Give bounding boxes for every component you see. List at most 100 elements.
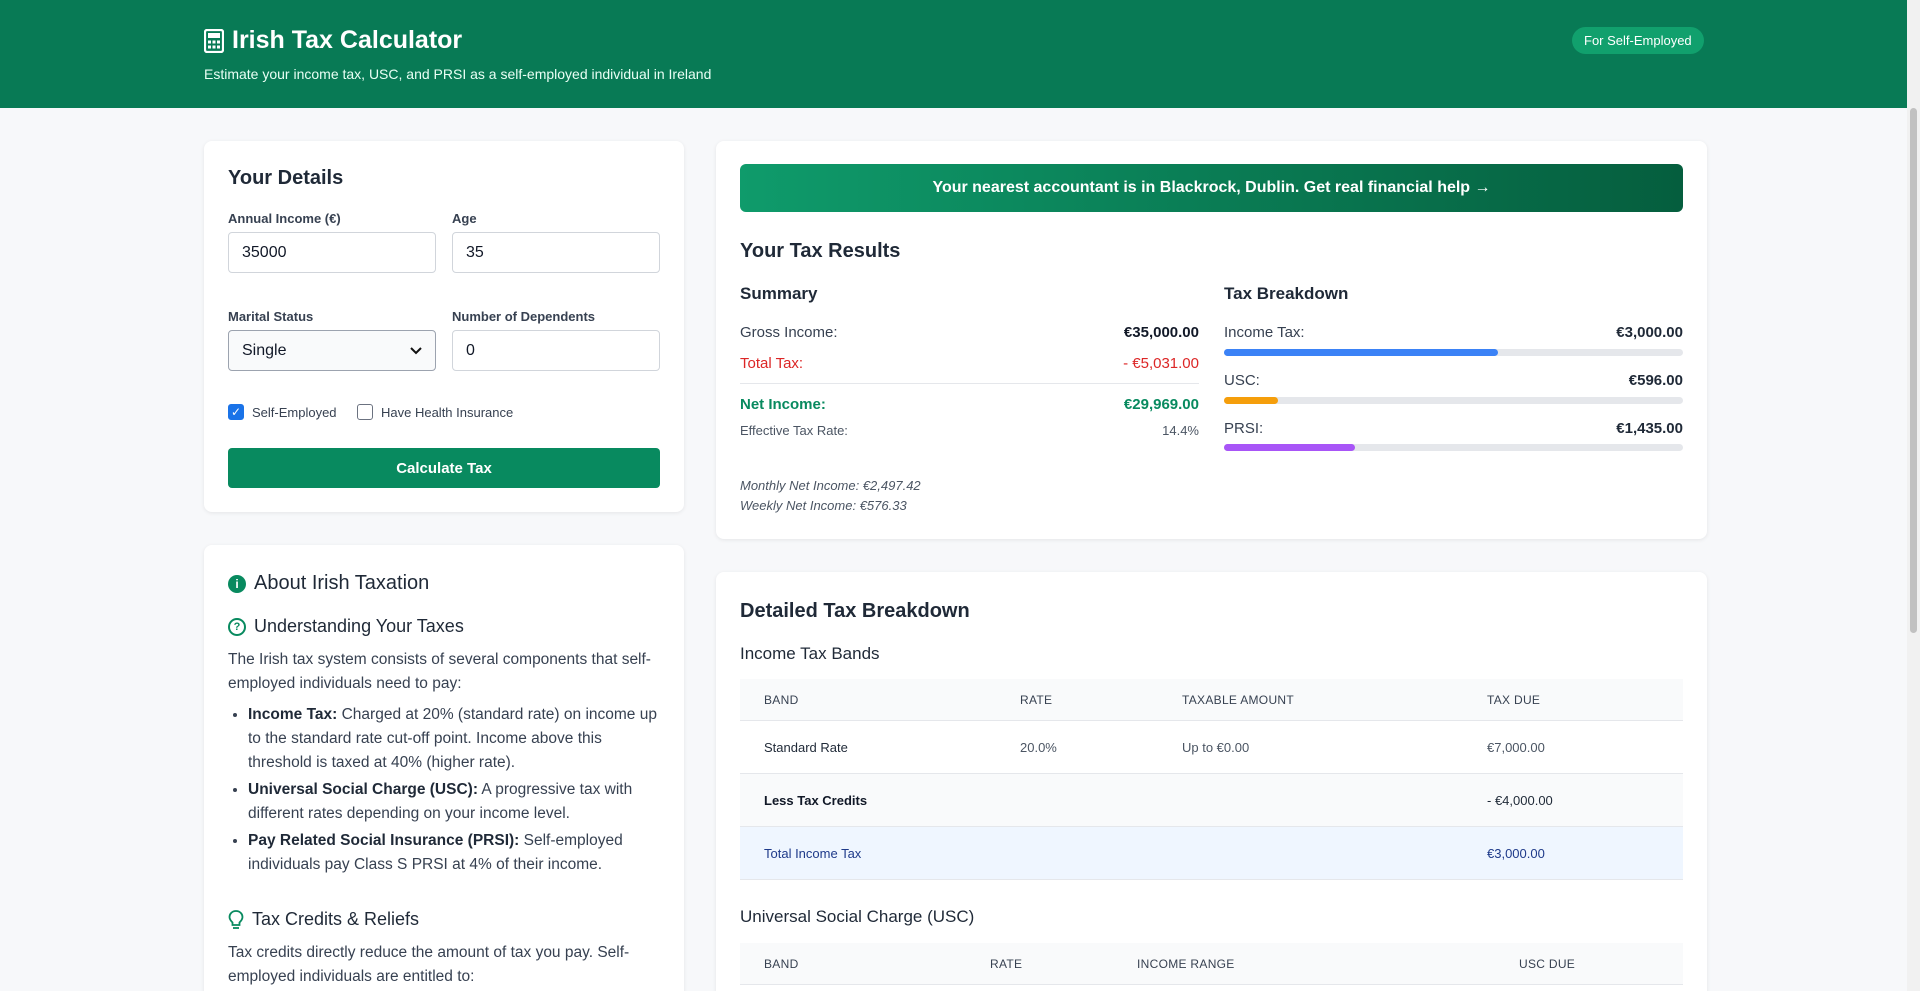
income-input[interactable]: 35000 <box>228 232 436 273</box>
table-header-row: BAND RATE INCOME RANGE USC DUE <box>740 943 1683 985</box>
effective-rate-label: Effective Tax Rate: <box>740 423 848 438</box>
list-item: Pay Related Social Insurance (PRSI): Sel… <box>248 829 668 877</box>
column-header: TAX DUE <box>1487 692 1541 707</box>
table-row: Less Tax Credits - €4,000.00 <box>740 774 1683 827</box>
calculator-icon <box>204 28 224 53</box>
detailed-title: Detailed Tax Breakdown <box>740 600 970 622</box>
chevron-down-icon <box>410 346 422 354</box>
total-tax-label: Total Tax: <box>740 355 804 372</box>
gross-income-label: Gross Income: <box>740 324 838 341</box>
understanding-heading: ? Understanding Your Taxes <box>228 616 464 637</box>
table-cell: Total Income Tax <box>764 845 862 861</box>
age-input[interactable]: 35 <box>452 232 660 273</box>
page-title: Irish Tax Calculator <box>204 26 462 55</box>
details-card: Your Details Annual Income (€) 35000 Age… <box>204 141 684 512</box>
breakdown-label: USC: <box>1224 372 1260 389</box>
list-item: Income Tax: Charged at 20% (standard rat… <box>248 703 668 775</box>
table-cell: €7,000.00 <box>1487 739 1545 755</box>
credits-title: Tax Credits & Reliefs <box>252 909 420 929</box>
self-employed-badge: For Self-Employed <box>1572 27 1704 54</box>
prsi-bar <box>1224 444 1683 451</box>
self-employed-checkbox[interactable]: ✓ Self-Employed <box>228 404 337 420</box>
breakdown-label: PRSI: <box>1224 420 1264 437</box>
accountant-banner-link[interactable]: Your nearest accountant is in Blackrock,… <box>740 164 1683 212</box>
table-cell: Less Tax Credits <box>764 792 868 808</box>
about-heading: i About Irish Taxation <box>228 572 429 595</box>
column-header: BAND <box>764 956 799 971</box>
net-income-value: €29,969.00 <box>1123 396 1199 413</box>
page-subtitle: Estimate your income tax, USC, and PRSI … <box>204 66 712 82</box>
net-income-label: Net Income: <box>740 396 826 413</box>
about-intro: The Irish tax system consists of several… <box>228 651 651 692</box>
income-label: Annual Income (€) <box>228 211 341 226</box>
table-row: Standard Rate 20.0% Up to €0.00 €7,000.0… <box>740 721 1683 774</box>
about-title: About Irish Taxation <box>254 572 430 594</box>
effective-rate-row: Effective Tax Rate: 14.4% <box>740 423 1199 438</box>
net-income-row: Net Income: €29,969.00 <box>740 396 1199 413</box>
breakdown-value: €3,000.00 <box>1616 324 1683 341</box>
list-item: Universal Social Charge (USC): A progres… <box>248 778 668 826</box>
dependents-input[interactable]: 0 <box>452 330 660 371</box>
health-insurance-checkbox[interactable]: Have Health Insurance <box>357 404 513 420</box>
health-insurance-label: Have Health Insurance <box>381 404 514 420</box>
table-row: Total Income Tax €3,000.00 <box>740 827 1683 880</box>
gross-income-value: €35,000.00 <box>1123 324 1199 341</box>
info-icon: i <box>228 574 246 593</box>
table-cell: €3,000.00 <box>1487 845 1545 861</box>
breakdown-row-usc: USC: €596.00 <box>1224 372 1683 389</box>
details-title: Your Details <box>228 167 344 189</box>
checkbox-checked-icon: ✓ <box>228 404 244 420</box>
understanding-title: Understanding Your Taxes <box>254 616 464 636</box>
usc-bar <box>1224 397 1683 404</box>
column-header: USC DUE <box>1519 956 1576 971</box>
marital-status-label: Marital Status <box>228 309 314 324</box>
dependents-label: Number of Dependents <box>452 309 596 324</box>
breakdown-value: €596.00 <box>1628 372 1683 389</box>
breakdown-value: €1,435.00 <box>1616 420 1683 437</box>
column-header: TAXABLE AMOUNT <box>1182 692 1295 707</box>
calculate-tax-button[interactable]: Calculate Tax <box>228 448 660 488</box>
column-header: RATE <box>1020 692 1053 707</box>
lightbulb-icon <box>228 909 244 929</box>
credits-text: Tax credits directly reduce the amount o… <box>228 944 630 985</box>
column-header: RATE <box>990 956 1023 971</box>
page-scrollbar[interactable] <box>1907 0 1920 991</box>
app-header: Irish Tax Calculator Estimate your incom… <box>0 0 1907 108</box>
breakdown-row-prsi: PRSI: €1,435.00 <box>1224 420 1683 437</box>
age-label: Age <box>452 211 477 226</box>
scrollbar-thumb[interactable] <box>1910 108 1917 633</box>
credits-heading: Tax Credits & Reliefs <box>228 909 419 930</box>
question-circle-icon: ? <box>228 617 246 636</box>
table-cell: Standard Rate <box>764 739 848 755</box>
page-title-text: Irish Tax Calculator <box>232 26 463 54</box>
usc-title: Universal Social Charge (USC) <box>740 907 975 926</box>
results-card: Your nearest accountant is in Blackrock,… <box>716 141 1707 539</box>
monthly-net-income: Monthly Net Income: €2,497.42 <box>740 478 921 493</box>
gross-income-row: Gross Income: €35,000.00 <box>740 324 1199 341</box>
table-cell: Up to €0.00 <box>1182 739 1250 755</box>
table-cell: 20.0% <box>1020 739 1057 755</box>
summary-title: Summary <box>740 284 818 303</box>
usc-bar-fill <box>1224 397 1279 404</box>
usc-table: BAND RATE INCOME RANGE USC DUE <box>740 943 1683 991</box>
column-header: INCOME RANGE <box>1137 956 1235 971</box>
income-tax-bar-fill <box>1224 349 1498 356</box>
marital-status-value: Single <box>242 341 287 359</box>
income-bands-title: Income Tax Bands <box>740 644 880 663</box>
column-header: BAND <box>764 692 799 707</box>
table-header-row: BAND RATE TAXABLE AMOUNT TAX DUE <box>740 679 1683 721</box>
about-card: i About Irish Taxation ? Understanding Y… <box>204 545 684 991</box>
breakdown-row-income-tax: Income Tax: €3,000.00 <box>1224 324 1683 341</box>
total-tax-value: - €5,031.00 <box>1123 355 1199 372</box>
effective-rate-value: 14.4% <box>1162 423 1199 438</box>
total-tax-row: Total Tax: - €5,031.00 <box>740 355 1199 372</box>
results-title: Your Tax Results <box>740 240 901 262</box>
detailed-breakdown-card: Detailed Tax Breakdown Income Tax Bands … <box>716 572 1707 991</box>
self-employed-label: Self-Employed <box>252 404 337 420</box>
prsi-bar-fill <box>1224 444 1355 451</box>
marital-status-select[interactable]: Single <box>228 330 436 371</box>
summary-divider <box>740 383 1199 384</box>
weekly-net-income: Weekly Net Income: €576.33 <box>740 498 907 513</box>
breakdown-title: Tax Breakdown <box>1224 284 1349 303</box>
income-tax-table: BAND RATE TAXABLE AMOUNT TAX DUE Standar… <box>740 679 1683 880</box>
